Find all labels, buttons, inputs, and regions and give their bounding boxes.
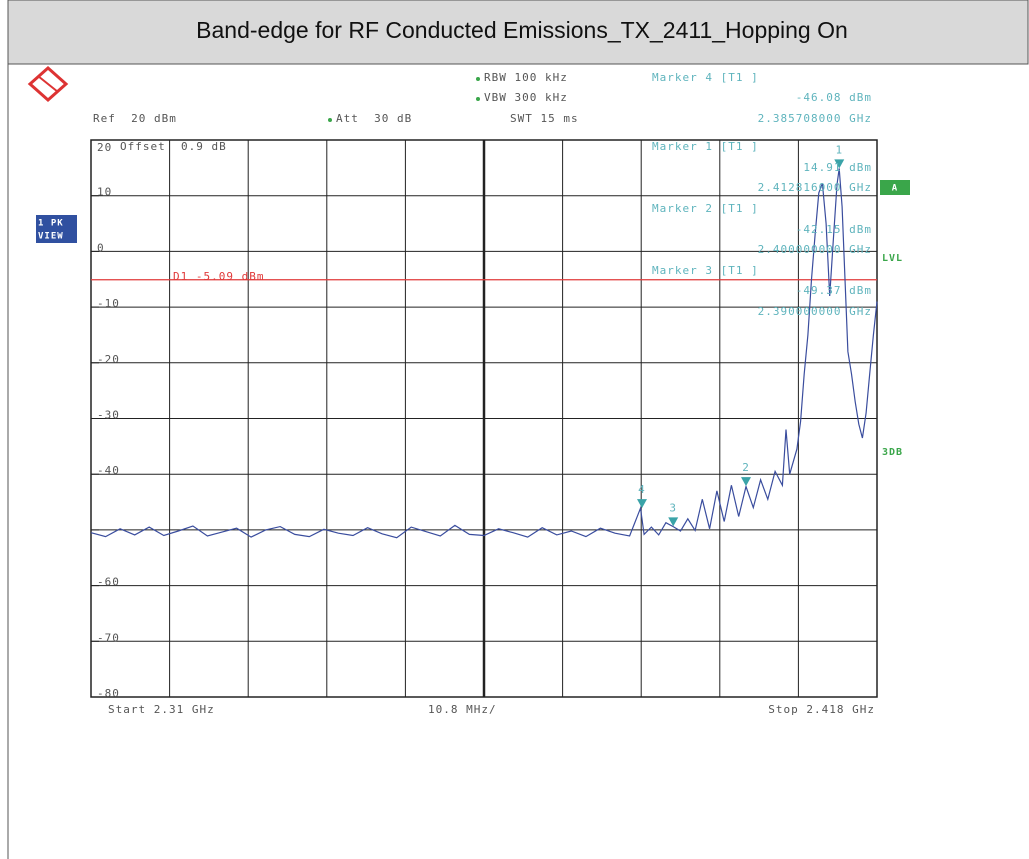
marker-number: 4 [638, 483, 646, 496]
logo [27, 65, 69, 103]
marker-number: 2 [742, 461, 750, 474]
marker-number: 1 [835, 143, 843, 156]
y-tick-label: -70 [97, 631, 120, 644]
marker-level: 14.91 dBm [803, 161, 872, 174]
ref: Ref 20 dBm [93, 112, 177, 125]
y-tick-label: -10 [97, 297, 120, 310]
a-box [880, 180, 910, 195]
marker-name: Marker 1 [T1 ] [652, 140, 759, 153]
marker [636, 499, 647, 509]
start: Start 2.31 GHz [108, 703, 215, 716]
y-tick-label: -60 [97, 576, 120, 589]
marker-frequency: 2.385708000 GHz [758, 112, 872, 125]
y-tick-label: 0 [97, 241, 105, 254]
marker-name: Marker 3 [T1 ] [652, 264, 759, 277]
y-tick-label: 20 [97, 141, 112, 154]
3db-label: 3DB [882, 447, 903, 458]
star [328, 118, 332, 122]
y-tick-label: -40 [97, 464, 120, 477]
rbw: RBW 100 kHz [484, 71, 568, 84]
marker [668, 517, 679, 527]
marker-frequency: 2.400000000 GHz [758, 243, 872, 256]
trace-label: VIEW [38, 232, 64, 242]
trace-box [36, 215, 77, 243]
lvl-label: LVL [882, 253, 903, 264]
y-tick-label: 10 [97, 186, 112, 199]
trace [90, 168, 878, 539]
marker-level: -49.37 dBm [796, 284, 872, 297]
marker-name: Marker 2 [T1 ] [652, 202, 759, 215]
display-line-label: D1 -5.09 dBm [173, 270, 264, 283]
marker-frequency: 2.390000000 GHz [758, 305, 872, 318]
att: Att 30 dB [336, 112, 412, 125]
trace-label: 1 PK [38, 219, 64, 229]
marker-number: 3 [669, 501, 677, 514]
vbw: VBW 300 kHz [484, 91, 568, 104]
swt: SWT 15 ms [510, 112, 579, 125]
marker-name: Marker 4 [T1 ] [652, 71, 759, 84]
star [476, 77, 480, 81]
y-tick-label: -80 [97, 687, 120, 700]
marker-frequency: 2.412816000 GHz [758, 181, 872, 194]
star [476, 97, 480, 101]
marker-level: -46.08 dBm [796, 91, 872, 104]
y-tick-label: -30 [97, 409, 120, 422]
y-tick-label: -20 [97, 353, 120, 366]
a-label: A [892, 184, 898, 194]
chart-title: Band-edge for RF Conducted Emissions_TX_… [196, 17, 848, 43]
stop: Stop 2.418 GHz [768, 703, 875, 716]
title-bar [7, 0, 1029, 65]
marker [834, 159, 845, 169]
marker-level: -42.15 dBm [796, 223, 872, 236]
offset: Offset 0.9 dB [120, 140, 227, 153]
span: 10.8 MHz/ [428, 703, 497, 716]
marker [741, 477, 751, 487]
